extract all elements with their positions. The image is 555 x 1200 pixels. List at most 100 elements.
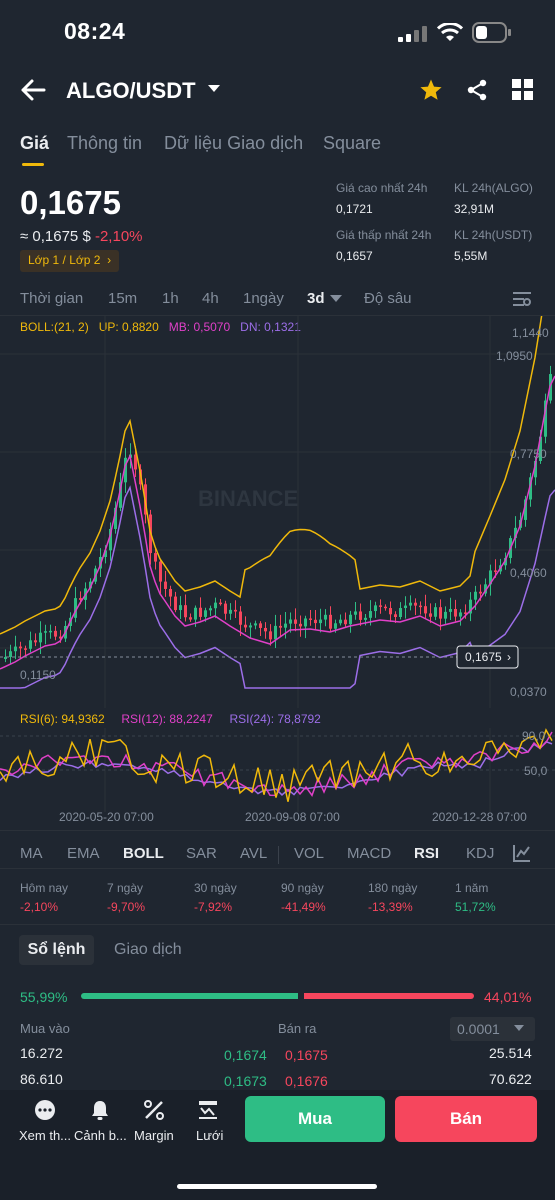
- candle-up: [179, 605, 182, 611]
- rsi12-value: RSI(12): 88,2247: [121, 712, 213, 726]
- grid-bot-icon[interactable]: [197, 1099, 219, 1121]
- sell-button[interactable]: Bán: [395, 1096, 537, 1142]
- grid-label[interactable]: Lưới: [196, 1128, 224, 1143]
- tf-depth[interactable]: Độ sâu: [364, 290, 412, 307]
- candle-up: [39, 632, 42, 643]
- buy-button[interactable]: Mua: [245, 1096, 385, 1142]
- candle-up: [49, 630, 52, 633]
- chg-label-today: Hôm nay: [20, 881, 69, 895]
- ind-macd[interactable]: MACD: [347, 845, 392, 862]
- bid-qty[interactable]: 86.610: [20, 1071, 63, 1087]
- more-icon[interactable]: [34, 1099, 56, 1121]
- tf-time[interactable]: Thời gian: [20, 290, 84, 307]
- chart-settings-icon[interactable]: [512, 290, 532, 308]
- candle-down: [454, 608, 457, 617]
- axis-price-5: 0,0370: [510, 685, 547, 699]
- candle-down: [259, 623, 262, 628]
- candle-down: [429, 613, 432, 617]
- vol-algo-value: 32,91M: [454, 202, 495, 216]
- divider: [278, 846, 279, 864]
- candle-up: [364, 617, 367, 620]
- tf-4h[interactable]: 4h: [202, 290, 219, 307]
- back-arrow-icon[interactable]: [20, 78, 46, 102]
- tab-trades[interactable]: Giao dịch: [114, 941, 182, 958]
- vol-algo-label: KL 24h(ALGO): [454, 181, 533, 195]
- tab-price[interactable]: Giá: [20, 133, 50, 153]
- candle-up: [404, 605, 407, 609]
- candle-up: [534, 460, 537, 478]
- ask-price[interactable]: 0,1676: [285, 1073, 328, 1089]
- candle-down: [299, 623, 302, 627]
- star-icon[interactable]: [419, 78, 443, 102]
- rsi-legend: RSI(6): 94,9362 RSI(12): 88,2247 RSI(24)…: [20, 712, 321, 726]
- tf-15m[interactable]: 15m: [108, 290, 138, 307]
- candlestick-chart[interactable]: BINANCE 1,1440 1,0950 0,7750 0,4060 0,03…: [0, 316, 555, 708]
- pair-title[interactable]: ALGO/USDT: [66, 78, 196, 103]
- candle-up: [334, 623, 337, 629]
- ask-qty[interactable]: 70.622: [489, 1071, 532, 1087]
- chg-value-today: -2,10%: [20, 900, 59, 914]
- low-marker-label: 0,1150: [20, 668, 56, 682]
- margin-label[interactable]: Margin: [134, 1128, 174, 1143]
- ind-ema[interactable]: EMA: [67, 845, 100, 862]
- bid-qty[interactable]: 16.272: [20, 1045, 63, 1061]
- home-indicator: [177, 1184, 377, 1189]
- boll-legend: BOLL:(21, 2) UP: 0,8820 MB: 0,5070 DN: 0…: [20, 320, 301, 334]
- chg-value-7d: -9,70%: [107, 900, 146, 914]
- more-label[interactable]: Xem th...: [19, 1128, 72, 1143]
- tab-orderbook[interactable]: Sổ lệnh: [19, 935, 94, 965]
- ind-kdj[interactable]: KDJ: [466, 845, 495, 862]
- axis-price-4: 0,4060: [510, 566, 547, 580]
- current-price-tag: 0,1675: [465, 650, 502, 664]
- candle-down: [134, 454, 137, 470]
- alert-label[interactable]: Cảnh b...: [74, 1128, 127, 1143]
- candle-down: [389, 608, 392, 615]
- caret-down-icon[interactable]: [207, 84, 221, 94]
- candle-down: [79, 598, 82, 600]
- ind-vol[interactable]: VOL: [294, 845, 325, 862]
- candle-up: [544, 400, 547, 437]
- high-label: Giá cao nhất 24h: [336, 181, 428, 195]
- rsi24-line: [0, 740, 553, 796]
- ask-qty[interactable]: 25.514: [489, 1045, 532, 1061]
- axis-price-2: 1,0950: [496, 349, 533, 363]
- tab-trading-data[interactable]: Dữ liệu Giao dịch: [164, 133, 304, 153]
- bid-price[interactable]: 0,1673: [224, 1073, 267, 1089]
- candle-down: [329, 614, 332, 629]
- candle-down: [269, 631, 272, 640]
- layer-badge[interactable]: Lớp 1 / Lớp 2 ›: [20, 250, 120, 272]
- tf-1h[interactable]: 1h: [162, 290, 179, 307]
- ind-boll[interactable]: BOLL: [123, 845, 164, 862]
- ind-rsi[interactable]: RSI: [414, 845, 440, 862]
- grid-menu-icon[interactable]: [512, 79, 534, 101]
- bid-price[interactable]: 0,1674: [224, 1047, 267, 1063]
- tf-1day[interactable]: 1ngày: [243, 290, 284, 307]
- precision-select[interactable]: 0.0001: [450, 1017, 535, 1041]
- chg-label-7d: 7 ngày: [107, 881, 144, 895]
- ind-ma[interactable]: MA: [20, 845, 43, 862]
- candle-up: [229, 609, 232, 614]
- chg-label-90d: 90 ngày: [281, 881, 324, 895]
- ind-sar[interactable]: SAR: [186, 845, 217, 862]
- candle-up: [504, 557, 507, 566]
- candle-down: [439, 607, 442, 619]
- share-icon[interactable]: [465, 78, 489, 102]
- bell-icon[interactable]: [89, 1099, 111, 1121]
- status-time: 08:24: [64, 18, 126, 44]
- tf-3d[interactable]: 3d: [307, 290, 325, 307]
- candle-down: [464, 612, 467, 614]
- candle-down: [419, 605, 422, 608]
- ask-price[interactable]: 0,1675: [285, 1047, 328, 1063]
- rsi-axis-50: 50,0: [524, 764, 548, 778]
- tab-square[interactable]: Square: [323, 133, 382, 153]
- candle-up: [114, 507, 117, 529]
- boll-middle-line: [0, 375, 555, 670]
- indicator-chart-icon[interactable]: [513, 844, 531, 862]
- tab-info[interactable]: Thông tin: [67, 133, 143, 153]
- ind-avl[interactable]: AVL: [240, 845, 268, 862]
- candle-down: [234, 609, 237, 612]
- margin-icon[interactable]: [143, 1099, 165, 1121]
- candle-up: [289, 619, 292, 624]
- candle-up: [204, 610, 207, 617]
- candle-up: [524, 499, 527, 520]
